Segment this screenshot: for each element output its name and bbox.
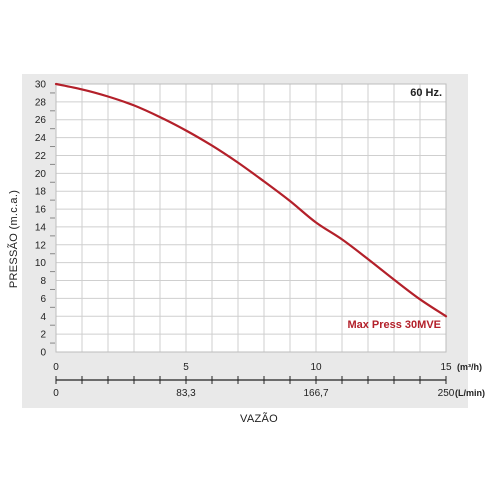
plot-border xyxy=(55,83,447,353)
y-tick-label: 14 xyxy=(35,222,47,233)
y-tick-label: 24 xyxy=(35,133,47,144)
series-layer: Max Press 30MVE xyxy=(54,82,448,331)
y-tick-label: 20 xyxy=(35,169,47,180)
y-tick-label: 30 xyxy=(35,80,47,91)
x-tick-label-primary: 15 xyxy=(440,362,452,373)
x-tick-label-secondary: 83,3 xyxy=(176,388,196,399)
y-tick-label: 22 xyxy=(35,151,47,162)
x-axis-primary: 0 5 10 15 xyxy=(53,362,452,373)
x-unit-secondary: (L/min) xyxy=(455,388,485,398)
y-tick-label: 8 xyxy=(40,276,46,287)
x-tick-label-secondary: 166,7 xyxy=(303,388,328,399)
x-tick-label-secondary: 250 xyxy=(438,388,455,399)
y-tick-label: 28 xyxy=(35,97,47,108)
grid-lines xyxy=(55,83,447,353)
x-tick-label-primary: 0 xyxy=(53,362,59,373)
y-tick-label: 26 xyxy=(35,115,47,126)
y-tick-label: 0 xyxy=(40,348,46,359)
frequency-label: 60 Hz. xyxy=(410,87,442,99)
x-tick-label-primary: 5 xyxy=(183,362,189,373)
series-label: Max Press 30MVE xyxy=(347,319,441,331)
y-tick-label: 16 xyxy=(35,205,47,216)
x-axis-secondary: 0 83,3 166,7 250 xyxy=(53,376,455,399)
y-tick-label: 4 xyxy=(40,312,46,323)
plot-area xyxy=(56,84,446,352)
x-tick-label-secondary: 0 xyxy=(53,388,59,399)
x-axis-title: VAZÃO xyxy=(240,412,278,425)
y-axis-title: PRESSÃO (m.c.a.) xyxy=(7,190,20,288)
y-tick-label: 10 xyxy=(35,258,47,269)
y-tick-label: 18 xyxy=(35,187,47,198)
y-tick-label: 2 xyxy=(40,330,46,341)
x-unit-primary: (m³/h) xyxy=(457,362,482,372)
series-line xyxy=(54,82,448,318)
x-tick-label-primary: 10 xyxy=(310,362,322,373)
y-tick-label: 12 xyxy=(35,240,47,251)
y-tick-label: 6 xyxy=(40,294,46,305)
